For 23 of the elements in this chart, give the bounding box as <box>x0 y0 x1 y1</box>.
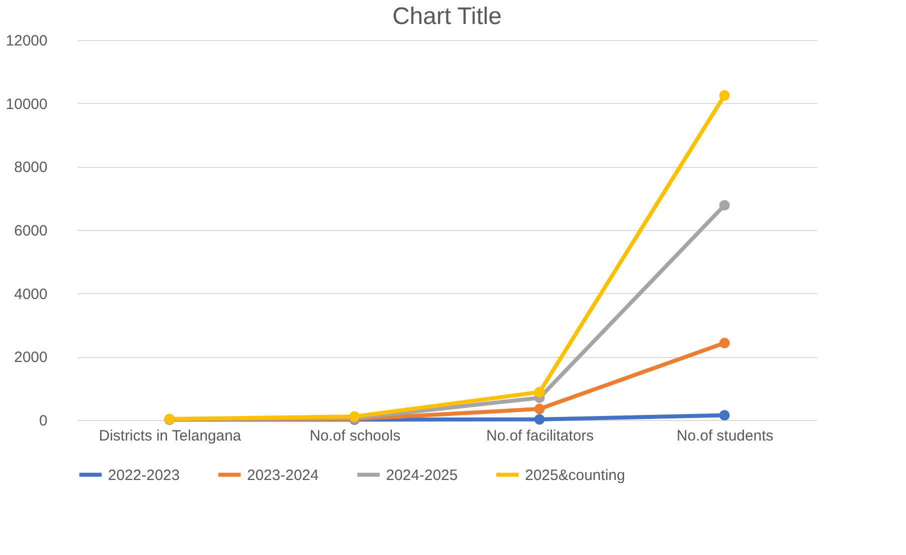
x-tick-label: No.of students <box>676 428 774 444</box>
y-tick-label: 4000 <box>14 286 48 303</box>
x-tick-label: No.of facilitators <box>486 428 594 444</box>
point <box>534 414 545 425</box>
y-tick-label: 2000 <box>14 349 48 366</box>
legend-label: 2025&counting <box>525 466 626 484</box>
legend-label: 2023-2024 <box>247 466 319 484</box>
point <box>719 410 730 420</box>
y-tick-label: 8000 <box>14 159 48 176</box>
point <box>719 200 730 211</box>
chart-title: Chart Title <box>392 3 502 30</box>
x-tick-label: Districts in Telangana <box>98 428 242 444</box>
y-tick-label: 0 <box>39 412 48 430</box>
legend-label: 2022-2023 <box>108 466 180 484</box>
point <box>534 404 545 414</box>
point <box>534 386 545 398</box>
legend-label: 2024-2025 <box>386 466 458 484</box>
point <box>719 338 730 348</box>
point <box>719 90 730 101</box>
y-tick-label: 10000 <box>6 96 48 113</box>
x-tick-label: No.of schools <box>310 428 400 444</box>
y-tick-label: 6000 <box>14 222 48 240</box>
y-tick-label: 12000 <box>6 32 48 50</box>
